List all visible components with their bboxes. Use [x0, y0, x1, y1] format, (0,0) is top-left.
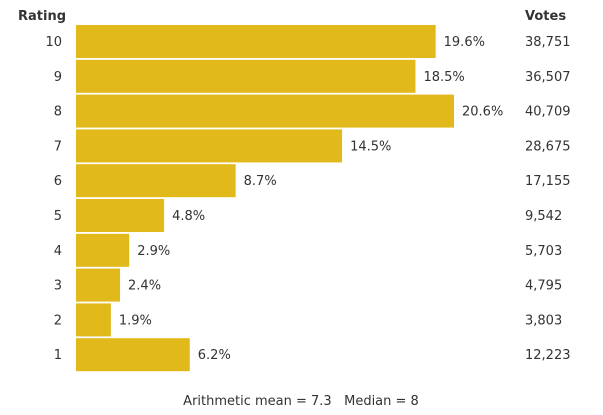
bar — [76, 164, 236, 198]
votes-count: 12,223 — [525, 348, 571, 363]
votes-count: 36,507 — [525, 70, 571, 85]
votes-count: 9,542 — [525, 209, 562, 224]
rating-label: 1 — [54, 348, 62, 363]
percent-label: 8.7% — [244, 174, 277, 189]
rating-label: 3 — [54, 279, 62, 294]
rating-label: 8 — [54, 105, 62, 120]
bar — [76, 199, 165, 232]
percent-label: 2.4% — [128, 279, 161, 294]
percent-label: 4.8% — [172, 209, 205, 224]
bar — [76, 59, 416, 93]
rating-label: 9 — [54, 70, 62, 85]
rating-column-header: Rating — [18, 9, 66, 24]
rating-label: 10 — [45, 35, 62, 50]
percent-label: 20.6% — [462, 105, 503, 120]
percent-label: 14.5% — [350, 139, 391, 154]
rating-label: 2 — [54, 313, 62, 328]
summary-footer: Arithmetic mean = 7.3 Median = 8 — [183, 394, 419, 409]
bar — [76, 268, 121, 302]
percent-label: 19.6% — [444, 35, 485, 50]
rating-label: 5 — [54, 209, 62, 224]
votes-count: 28,675 — [525, 139, 571, 154]
bar — [76, 338, 190, 372]
votes-count: 4,795 — [525, 279, 562, 294]
votes-count: 17,155 — [525, 174, 571, 189]
percent-label: 2.9% — [137, 244, 170, 259]
percent-label: 6.2% — [198, 348, 231, 363]
votes-count: 3,803 — [525, 313, 562, 328]
bar — [76, 129, 343, 163]
bar — [76, 233, 130, 267]
votes-count: 5,703 — [525, 244, 562, 259]
percent-label: 18.5% — [423, 70, 464, 85]
percent-label: 1.9% — [119, 313, 152, 328]
rating-label: 4 — [54, 244, 62, 259]
bar — [76, 25, 436, 58]
bar — [76, 303, 111, 337]
bar — [76, 94, 454, 128]
rating-label: 6 — [54, 174, 62, 189]
votes-column-header: Votes — [525, 9, 566, 24]
rating-label: 7 — [54, 139, 62, 154]
votes-count: 40,709 — [525, 105, 571, 120]
votes-count: 38,751 — [525, 35, 571, 50]
